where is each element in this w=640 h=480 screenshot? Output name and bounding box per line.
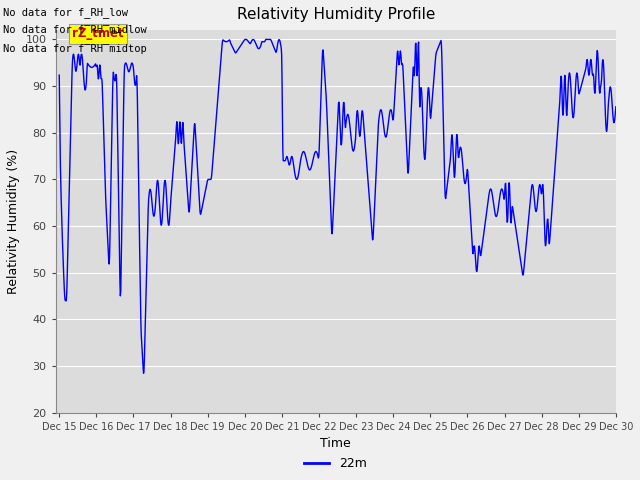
Y-axis label: Relativity Humidity (%): Relativity Humidity (%): [7, 149, 20, 294]
Legend: 22m: 22m: [300, 453, 372, 475]
Text: No data for f_RH_low: No data for f_RH_low: [3, 7, 128, 18]
Text: No data for f̅RH̅midlow: No data for f̅RH̅midlow: [3, 25, 147, 36]
X-axis label: Time: Time: [321, 437, 351, 450]
Text: No data for f̅RH̅midtop: No data for f̅RH̅midtop: [3, 44, 147, 54]
Title: Relativity Humidity Profile: Relativity Humidity Profile: [237, 7, 435, 22]
Text: rZ_tmet: rZ_tmet: [72, 27, 124, 40]
